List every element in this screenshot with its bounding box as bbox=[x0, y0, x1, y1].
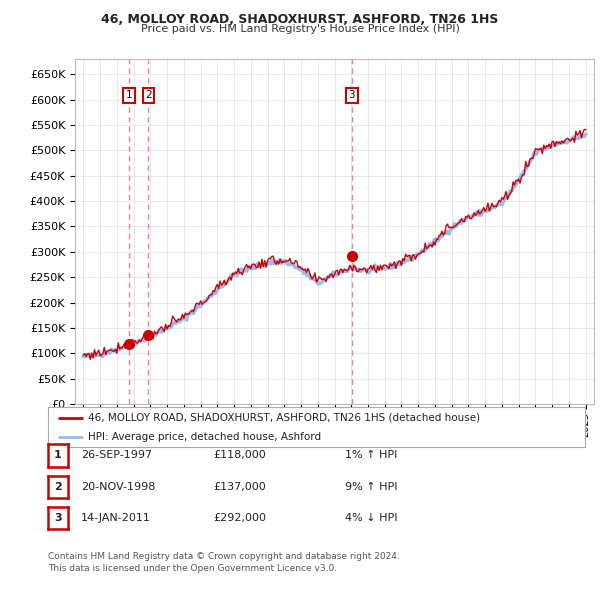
Text: £292,000: £292,000 bbox=[213, 513, 266, 523]
Text: 46, MOLLOY ROAD, SHADOXHURST, ASHFORD, TN26 1HS (detached house): 46, MOLLOY ROAD, SHADOXHURST, ASHFORD, T… bbox=[88, 413, 481, 423]
Text: £118,000: £118,000 bbox=[213, 451, 266, 460]
Text: 9% ↑ HPI: 9% ↑ HPI bbox=[345, 482, 398, 491]
Text: £137,000: £137,000 bbox=[213, 482, 266, 491]
Text: 26-SEP-1997: 26-SEP-1997 bbox=[81, 451, 152, 460]
Text: 1% ↑ HPI: 1% ↑ HPI bbox=[345, 451, 397, 460]
Text: 20-NOV-1998: 20-NOV-1998 bbox=[81, 482, 155, 491]
Text: 3: 3 bbox=[349, 90, 355, 100]
Text: Price paid vs. HM Land Registry's House Price Index (HPI): Price paid vs. HM Land Registry's House … bbox=[140, 24, 460, 34]
Text: 1: 1 bbox=[126, 90, 133, 100]
Text: 14-JAN-2011: 14-JAN-2011 bbox=[81, 513, 151, 523]
Text: 2: 2 bbox=[145, 90, 152, 100]
Text: HPI: Average price, detached house, Ashford: HPI: Average price, detached house, Ashf… bbox=[88, 432, 322, 442]
Text: Contains HM Land Registry data © Crown copyright and database right 2024.
This d: Contains HM Land Registry data © Crown c… bbox=[48, 552, 400, 573]
Text: 1: 1 bbox=[54, 451, 62, 460]
Text: 2: 2 bbox=[54, 482, 62, 491]
Text: 4% ↓ HPI: 4% ↓ HPI bbox=[345, 513, 398, 523]
Text: 3: 3 bbox=[54, 513, 62, 523]
Text: 46, MOLLOY ROAD, SHADOXHURST, ASHFORD, TN26 1HS: 46, MOLLOY ROAD, SHADOXHURST, ASHFORD, T… bbox=[101, 13, 499, 26]
